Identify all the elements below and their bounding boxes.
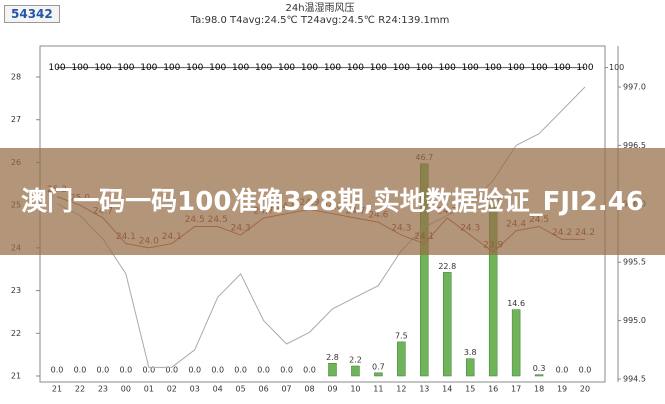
y2-tick-label: 994.5 [623, 375, 646, 384]
humidity-label: 100 [94, 63, 111, 73]
x-tick-label: 05 [236, 385, 246, 394]
x-tick-label: 16 [488, 385, 498, 394]
humidity-label: 100 [209, 63, 226, 73]
humidity-label: 100 [301, 63, 318, 73]
x-tick-label: 22 [75, 385, 85, 394]
rain-label: 0.0 [556, 366, 569, 375]
rain-label: 0.0 [142, 366, 155, 375]
y2-tick-label: 997.0 [623, 83, 646, 92]
x-tick-label: 12 [396, 385, 406, 394]
humidity-label: 100 [439, 63, 456, 73]
rain-label: 2.2 [349, 356, 362, 365]
rain-bar [397, 341, 406, 377]
humidity-label: 100 [347, 63, 364, 73]
chart-title: 24h温湿雨风压 [285, 2, 354, 14]
y-tick-label: 22 [11, 329, 21, 338]
humidity-label: 100 [163, 63, 180, 73]
y-tick-label: 27 [11, 115, 21, 124]
x-tick-label: 10 [350, 385, 360, 394]
overlay-banner: 澳门一码一码100准确328期,实地数据验证_FJI2.46 [0, 148, 665, 255]
rain-label: 0.0 [257, 366, 270, 375]
x-tick-label: 14 [442, 385, 452, 394]
humidity-label: 100 [48, 63, 65, 73]
humidity-label: 100 [117, 63, 134, 73]
humidity-label: 100 [530, 63, 547, 73]
rain-label: 0.0 [120, 366, 133, 375]
x-tick-label: 11 [373, 385, 383, 394]
rain-bar [374, 372, 383, 377]
rain-label: 0.0 [280, 366, 293, 375]
rain-bar [465, 358, 475, 377]
chart-subtitle: Ta:98.0 T4avg:24.5℃ T24avg:24.5℃ R24:139… [190, 15, 450, 26]
humidity-label: 100 [324, 63, 341, 73]
humidity-label: 100 [393, 63, 410, 73]
y2-tick-label: 995.0 [623, 316, 646, 325]
rain-bar [443, 272, 452, 377]
rain-label: 0.0 [165, 366, 178, 375]
x-tick-label: 08 [304, 385, 314, 394]
rain-label: 0.3 [533, 364, 546, 373]
x-tick-label: 03 [190, 385, 200, 394]
rain-bar [351, 365, 360, 377]
humidity-label: 100 [416, 63, 433, 73]
rain-label: 0.0 [211, 366, 224, 375]
y2-tick-label: 996.5 [623, 141, 646, 150]
x-tick-label: 00 [121, 385, 131, 394]
rain-label: 7.5 [395, 331, 408, 340]
x-tick-label: 20 [580, 385, 590, 394]
rain-label: 0.0 [579, 366, 592, 375]
humidity-label: 100 [553, 63, 570, 73]
humidity-label: 100 [370, 63, 387, 73]
x-tick-label: 06 [259, 385, 269, 394]
x-tick-label: 15 [465, 385, 475, 394]
rain-label: 3.8 [464, 348, 477, 357]
x-tick-label: 04 [213, 385, 223, 394]
x-tick-label: 07 [281, 385, 291, 394]
humidity-label: 100 [462, 63, 479, 73]
humidity-label: 100 [508, 63, 525, 73]
rain-label: 0.0 [188, 366, 201, 375]
humidity-label: 100 [232, 63, 249, 73]
rain-label: 0.0 [74, 366, 87, 375]
y2-tick-label: 995.5 [623, 258, 646, 267]
humidity-label: 100 [485, 63, 502, 73]
rain-label: 14.6 [507, 299, 525, 308]
humidity-label: 100 [576, 63, 593, 73]
humidity-label: 100 [71, 63, 88, 73]
rain-label: 0.0 [234, 366, 247, 375]
rain-bar [328, 363, 337, 377]
rain-label: 0.0 [51, 366, 64, 375]
rain-label: 22.8 [438, 262, 456, 271]
x-tick-label: 02 [167, 385, 177, 394]
humidity-label: 100 [278, 63, 295, 73]
humidity-label: 100 [255, 63, 272, 73]
x-tick-label: 21 [52, 385, 62, 394]
station-id: 54342 [4, 5, 60, 23]
rain-label: 2.8 [326, 353, 339, 362]
x-tick-label: 19 [557, 385, 567, 394]
y-tick-label: 21 [11, 372, 21, 381]
humidity-label: 100 [186, 63, 203, 73]
x-tick-label: 13 [419, 385, 429, 394]
rain-bar [534, 374, 544, 377]
hum-tick-label: 100 [609, 63, 624, 72]
y-tick-label: 23 [11, 286, 21, 295]
x-tick-label: 01 [144, 385, 154, 394]
humidity-label: 100 [140, 63, 157, 73]
rain-bar [511, 309, 521, 377]
x-tick-label: 17 [511, 385, 521, 394]
y-tick-label: 28 [11, 73, 21, 82]
rain-label: 0.7 [372, 362, 385, 371]
x-tick-label: 09 [327, 385, 337, 394]
x-tick-label: 23 [98, 385, 108, 394]
rain-label: 0.0 [303, 366, 316, 375]
x-tick-label: 18 [534, 385, 544, 394]
rain-label: 0.0 [97, 366, 110, 375]
